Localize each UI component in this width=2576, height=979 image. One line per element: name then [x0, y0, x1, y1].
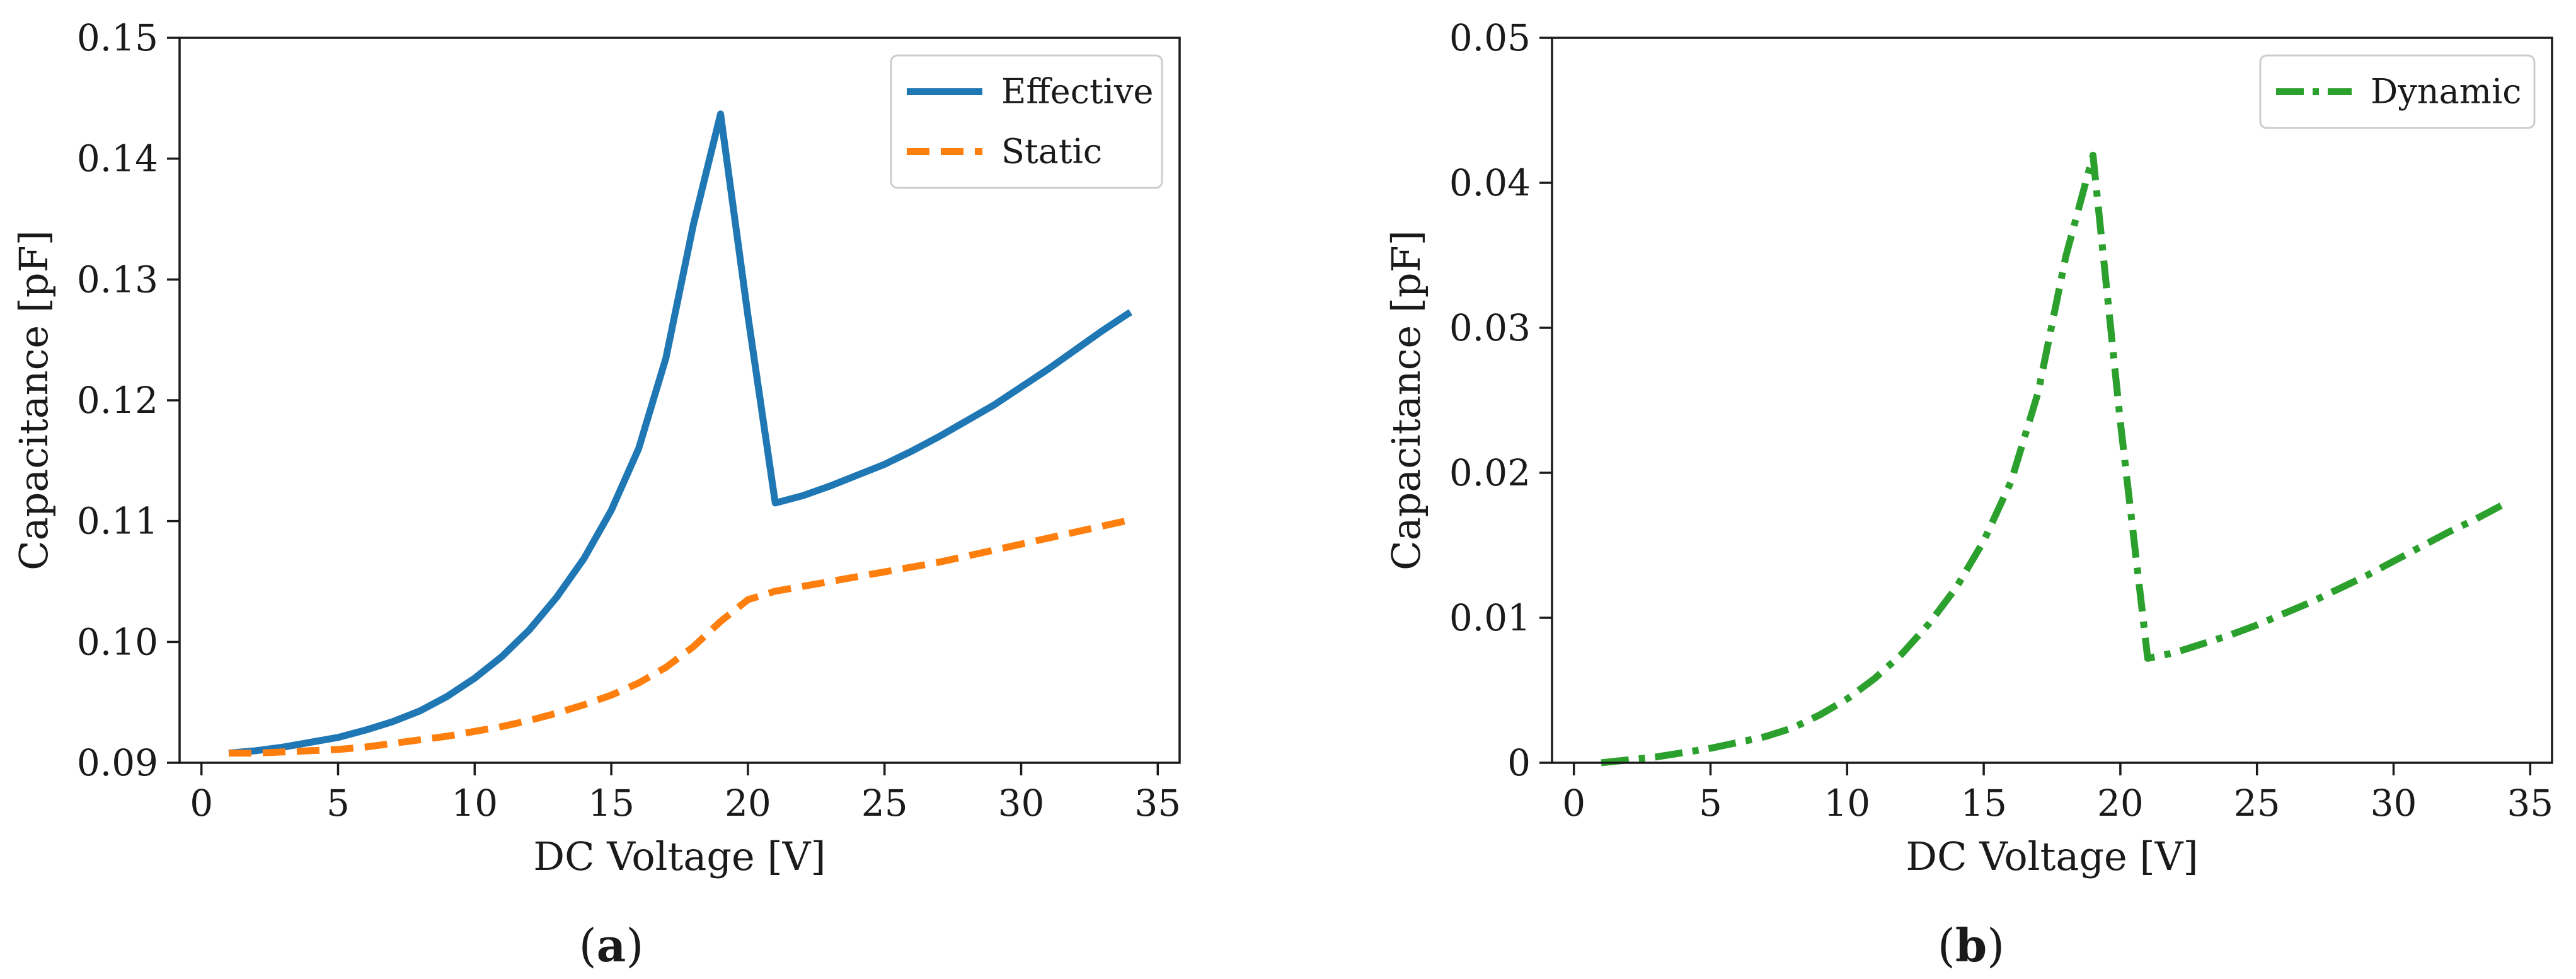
legend-box [2259, 54, 2536, 129]
y-axis-title: Capacitance [pF] [1383, 230, 1429, 571]
x-tick-label: 5 [1699, 782, 1722, 825]
y-tick-label: 0.13 [77, 258, 158, 301]
legend-label-static: Static [1001, 132, 1102, 171]
series-line-dynamic [1601, 151, 2505, 767]
y-tick-label: 0.11 [77, 500, 158, 543]
y-tick-label: 0.14 [77, 137, 158, 180]
panel-caption: (b) [1938, 918, 2005, 972]
y-axis-title: Capacitance [pF] [11, 230, 57, 571]
x-tick-label: 15 [1960, 782, 2007, 825]
legend-label-effective: Effective [1001, 72, 1153, 112]
legend-label-dynamic: Dynamic [2371, 72, 2522, 112]
x-tick-label: 5 [326, 782, 350, 825]
x-tick-label: 0 [1562, 782, 1585, 825]
x-tick-label: 20 [725, 782, 771, 825]
x-axis-title: DC Voltage [V] [1906, 833, 2198, 879]
y-tick-label: 0.09 [77, 741, 158, 784]
plot-frame [1551, 37, 2553, 764]
x-axis-title: DC Voltage [V] [533, 833, 825, 879]
legend: Dynamic [2259, 54, 2536, 129]
x-tick-label: 30 [998, 782, 1045, 825]
x-tick-label: 10 [451, 782, 498, 825]
x-tick-label: 0 [190, 782, 213, 825]
y-tick-label: 0.01 [1449, 596, 1531, 639]
y-tick-label: 0.04 [1449, 161, 1531, 204]
chart-panel-a: 0 5 10 15 20 25 30 35 0.09 0.10 0.11 0.12 0.13 0.14 0.… [11, 16, 1181, 972]
x-tick-label: 35 [2507, 782, 2553, 825]
legend: Effective Static [890, 54, 1163, 189]
y-tick-label: 0.03 [1449, 306, 1531, 349]
x-tick-label: 10 [1824, 782, 1870, 825]
y-tick-label: 0 [1507, 741, 1531, 784]
x-tick-label: 30 [2371, 782, 2417, 825]
y-tick-label: 0.02 [1449, 451, 1531, 494]
y-tick-label: 0.12 [77, 379, 158, 422]
panel-caption: (a) [579, 918, 644, 972]
x-tick-label: 20 [2097, 782, 2144, 825]
chart-panel-b: 0 5 10 15 20 25 30 35 0 0.01 0.02 0.03 0.04 0.05 DC Vo… [1383, 16, 2553, 972]
series-line-effective [228, 110, 1133, 757]
series-line-static [229, 516, 1132, 757]
x-tick-label: 25 [861, 782, 908, 825]
y-tick-label: 0.10 [77, 620, 158, 663]
y-tick-label: 0.05 [1449, 16, 1531, 59]
x-tick-label: 25 [2234, 782, 2280, 825]
y-tick-label: 0.15 [77, 16, 158, 59]
x-tick-label: 35 [1134, 782, 1181, 825]
x-tick-label: 15 [588, 782, 635, 825]
